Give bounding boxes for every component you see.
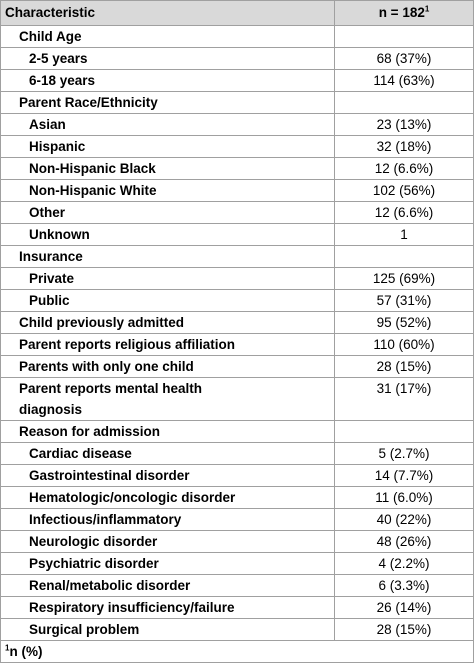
row-label: Renal/metabolic disorder xyxy=(0,574,335,597)
row: Renal/metabolic disorder 6 (3.3%) xyxy=(0,574,474,597)
row: Non-Hispanic Black 12 (6.6%) xyxy=(0,157,474,180)
row-label: Parent reports mental health diagnosis xyxy=(0,377,335,421)
row-label: Hematologic/oncologic disorder xyxy=(0,486,335,509)
row-label: Child previously admitted xyxy=(0,311,335,334)
row-label: Public xyxy=(0,289,335,312)
row-label: Non-Hispanic Black xyxy=(0,157,335,180)
row-value: 95 (52%) xyxy=(334,311,474,334)
row-value: 32 (18%) xyxy=(334,135,474,158)
row-label: Parent reports religious affiliation xyxy=(0,333,335,356)
row-value: 5 (2.7%) xyxy=(334,442,474,465)
row: Other 12 (6.6%) xyxy=(0,201,474,224)
row-label: Neurologic disorder xyxy=(0,530,335,553)
row: Child Age xyxy=(0,25,474,48)
row-label: Parent Race/Ethnicity xyxy=(0,91,335,114)
row: 6-18 years 114 (63%) xyxy=(0,69,474,92)
footnote-row: 1n (%) xyxy=(0,640,474,663)
row: Hispanic 32 (18%) xyxy=(0,135,474,158)
footnote-mark: 1 xyxy=(5,643,10,653)
row-value xyxy=(334,25,474,48)
row-label: Child Age xyxy=(0,25,335,48)
row-label: Psychiatric disorder xyxy=(0,552,335,575)
header-n-text: n = 182 xyxy=(378,5,425,20)
row: Respiratory insufficiency/failure 26 (14%… xyxy=(0,596,474,619)
row-value: 14 (7.7%) xyxy=(334,464,474,487)
row-value: 68 (37%) xyxy=(334,47,474,70)
row: Parent Race/Ethnicity xyxy=(0,91,474,114)
row-value: 4 (2.2%) xyxy=(334,552,474,575)
row: Insurance xyxy=(0,245,474,268)
row-value xyxy=(334,91,474,114)
row-value: 31 (17%) xyxy=(334,377,474,421)
row-label: Infectious/inflammatory xyxy=(0,508,335,531)
row-value: 12 (6.6%) xyxy=(334,157,474,180)
row: Asian 23 (13%) xyxy=(0,113,474,136)
row-value: 11 (6.0%) xyxy=(334,486,474,509)
header-row: Characteristic n = 1821 xyxy=(0,0,474,26)
row-label: Other xyxy=(0,201,335,224)
row-value: 26 (14%) xyxy=(334,596,474,619)
row: Child previously admitted 95 (52%) xyxy=(0,311,474,334)
footnote-text: n (%) xyxy=(9,644,43,659)
row-label: Asian xyxy=(0,113,335,136)
row-label: Parents with only one child xyxy=(0,355,335,378)
row-label: Gastrointestinal disorder xyxy=(0,464,335,487)
row-label: Reason for admission xyxy=(0,420,335,443)
row-value: 6 (3.3%) xyxy=(334,574,474,597)
row: Unknown 1 xyxy=(0,223,474,246)
row-label: Cardiac disease xyxy=(0,442,335,465)
row: Hematologic/oncologic disorder 11 (6.0%) xyxy=(0,486,474,509)
row: Public 57 (31%) xyxy=(0,289,474,312)
row: Cardiac disease 5 (2.7%) xyxy=(0,442,474,465)
row-value: 110 (60%) xyxy=(334,333,474,356)
row-label: Non-Hispanic White xyxy=(0,179,335,202)
row-value: 1 xyxy=(334,223,474,246)
header-n: n = 1821 xyxy=(334,0,474,26)
row-value: 114 (63%) xyxy=(334,69,474,92)
row: Gastrointestinal disorder 14 (7.7%) xyxy=(0,464,474,487)
row: Infectious/inflammatory 40 (22%) xyxy=(0,508,474,531)
row: Parent reports religious affiliation 110 … xyxy=(0,333,474,356)
row-value: 28 (15%) xyxy=(334,618,474,641)
row-label: Private xyxy=(0,267,335,290)
row: Parents with only one child 28 (15%) xyxy=(0,355,474,378)
row: Private 125 (69%) xyxy=(0,267,474,290)
row-value xyxy=(334,420,474,443)
row-value xyxy=(334,245,474,268)
row: Neurologic disorder 48 (26%) xyxy=(0,530,474,553)
row-value: 57 (31%) xyxy=(334,289,474,312)
row-value: 23 (13%) xyxy=(334,113,474,136)
row-label: 6-18 years xyxy=(0,69,335,92)
row: Reason for admission xyxy=(0,420,474,443)
row-label: Respiratory insufficiency/failure xyxy=(0,596,335,619)
row: Non-Hispanic White 102 (56%) xyxy=(0,179,474,202)
row-label: Unknown xyxy=(0,223,335,246)
row-label: Insurance xyxy=(0,245,335,268)
row: Surgical problem 28 (15%) xyxy=(0,618,474,641)
row-value: 48 (26%) xyxy=(334,530,474,553)
row-value: 125 (69%) xyxy=(334,267,474,290)
row: Psychiatric disorder 4 (2.2%) xyxy=(0,552,474,575)
row-label: Surgical problem xyxy=(0,618,335,641)
row-label: Hispanic xyxy=(0,135,335,158)
row-label: 2-5 years xyxy=(0,47,335,70)
row-value: 40 (22%) xyxy=(334,508,474,531)
row: 2-5 years 68 (37%) xyxy=(0,47,474,70)
row-value: 28 (15%) xyxy=(334,355,474,378)
row-value: 12 (6.6%) xyxy=(334,201,474,224)
row: Parent reports mental health diagnosis 31… xyxy=(0,377,474,421)
header-characteristic: Characteristic xyxy=(0,0,335,26)
footnote: 1n (%) xyxy=(0,640,474,663)
row-value: 102 (56%) xyxy=(334,179,474,202)
footnote-mark: 1 xyxy=(424,4,430,14)
